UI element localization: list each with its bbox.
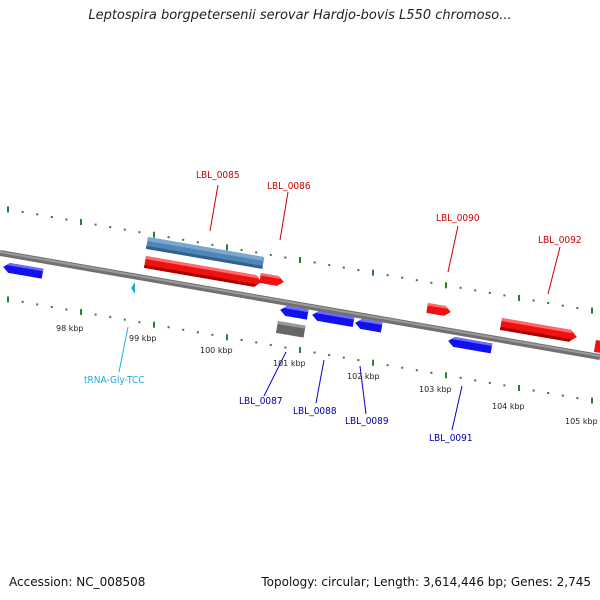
scale-label-105kbp: 105 kbp [565,417,598,426]
gene-lbl-0089[interactable] [354,318,383,333]
scale-label-101kbp: 101 kbp [273,359,306,368]
gene-lbl-0088[interactable] [311,310,355,328]
label-lbl-0089[interactable]: LBL_0089 [345,416,389,427]
label-lbl-0090[interactable]: LBL_0090 [436,213,480,224]
leader-lbl-0085 [209,184,219,232]
leader-trna [118,326,129,373]
label-lbl-0087[interactable]: LBL_0087 [239,396,283,407]
scale-label-99kbp: 99 kbp [129,334,157,343]
scale-labels: 98 kbp 99 kbp 100 kbp 101 kbp 102 kbp 10… [56,324,598,426]
gene-forward-edge[interactable] [593,340,600,354]
leader-lbl-0087 [263,351,287,397]
scale-label-100kbp: 100 kbp [200,346,233,355]
label-lbl-0091[interactable]: LBL_0091 [429,433,473,444]
topology-summary: Topology: circular; Length: 3,614,446 bp… [261,575,591,589]
leader-lbl-0086 [279,191,289,241]
gene-features [2,237,600,354]
gene-lbl-0087[interactable] [279,305,309,320]
gene-labels: LBL_0085 LBL_0086 LBL_0090 LBL_0092 LBL_… [84,170,582,444]
label-lbl-0088[interactable]: LBL_0088 [293,406,337,417]
gene-lbl-0091[interactable] [447,336,493,354]
chromosome-backbone [0,250,600,360]
label-lbl-0092[interactable]: LBL_0092 [538,235,582,246]
gene-forward-large[interactable] [143,256,262,288]
label-lbl-0085[interactable]: LBL_0085 [196,170,240,181]
gene-lbl-0090[interactable] [426,303,451,317]
leader-lbl-0088 [315,359,325,404]
feature-gray[interactable] [275,321,306,338]
leader-lbl-0091 [451,385,463,431]
trna-gly-tcc-feature[interactable] [131,282,135,294]
leader-lbl-0090 [447,225,459,273]
scale-label-103kbp: 103 kbp [419,385,452,394]
gene-lbl-0092[interactable] [499,318,578,343]
label-lbl-0086[interactable]: LBL_0086 [267,181,311,192]
leader-lbl-0089 [359,365,367,415]
scale-label-98kbp: 98 kbp [56,324,84,333]
leader-lbl-0092 [547,246,561,295]
tick-row-upper [7,206,593,314]
gene-lbl-0085[interactable] [145,237,265,269]
label-leader-lines [118,184,561,431]
tick-row-lower [7,296,593,404]
scale-label-102kbp: 102 kbp [347,372,380,381]
accession-text: Accession: NC_008508 [9,575,146,589]
map-title: Leptospira borgpetersenii serovar Hardjo… [88,8,512,23]
label-trna-gly-tcc[interactable]: tRNA-Gly-TCC [84,375,144,386]
scale-label-104kbp: 104 kbp [492,402,525,411]
gene-lbl-0086[interactable] [259,273,284,287]
gene-reverse-left-edge[interactable] [2,262,44,279]
